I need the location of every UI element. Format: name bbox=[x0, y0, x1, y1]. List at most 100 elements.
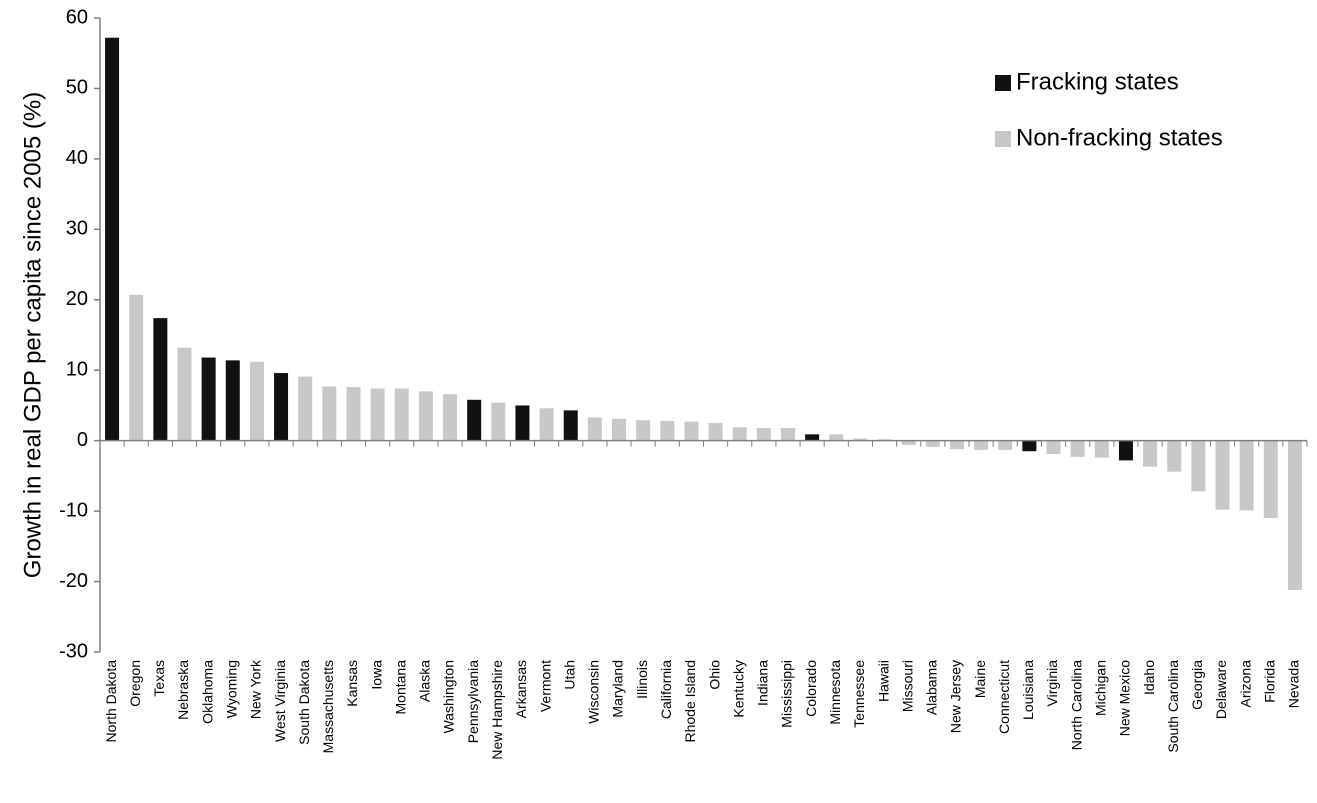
bar bbox=[249, 361, 264, 441]
bar bbox=[1215, 440, 1230, 510]
x-tick-label: Pennsylvania bbox=[465, 660, 481, 743]
x-tick-label: South Carolina bbox=[1165, 660, 1181, 753]
x-tick-label: Oklahoma bbox=[199, 660, 215, 724]
bar bbox=[322, 386, 337, 441]
x-tick-label: Texas bbox=[151, 660, 167, 697]
x-tick-label: New Mexico bbox=[1117, 660, 1133, 736]
x-tick-label: Arizona bbox=[1237, 660, 1253, 708]
x-tick-label: Missouri bbox=[899, 660, 915, 712]
x-tick-label: Michigan bbox=[1093, 660, 1109, 716]
bar bbox=[346, 387, 361, 441]
bar bbox=[1022, 440, 1037, 452]
legend-swatch bbox=[995, 131, 1011, 147]
bar bbox=[201, 357, 216, 441]
y-tick-label: 30 bbox=[66, 218, 88, 240]
x-tick-label: Indiana bbox=[755, 660, 771, 706]
x-tick-label: Hawaii bbox=[875, 660, 891, 702]
y-tick-label: -20 bbox=[59, 570, 88, 592]
x-tick-label: Wyoming bbox=[223, 660, 239, 718]
legend-label: Fracking states bbox=[1016, 68, 1179, 95]
legend-label: Non-fracking states bbox=[1016, 124, 1223, 151]
bar bbox=[974, 440, 989, 450]
x-tick-label: Maine bbox=[972, 660, 988, 698]
y-tick-label: -10 bbox=[59, 499, 88, 521]
legend-swatch bbox=[995, 75, 1011, 91]
bar bbox=[853, 438, 868, 441]
bar bbox=[298, 376, 313, 441]
bar bbox=[394, 388, 409, 441]
bar bbox=[105, 37, 120, 441]
x-tick-label: West Virginia bbox=[272, 660, 288, 742]
bar bbox=[491, 402, 506, 441]
x-tick-label: Wisconsin bbox=[586, 660, 602, 724]
bar bbox=[1263, 440, 1278, 519]
bar bbox=[949, 440, 964, 450]
x-tick-label: Louisiana bbox=[1020, 660, 1036, 720]
bar bbox=[901, 440, 916, 445]
bar bbox=[612, 418, 627, 441]
bar bbox=[708, 423, 723, 441]
bar bbox=[829, 434, 844, 441]
x-tick-label: Florida bbox=[1261, 660, 1277, 703]
bar bbox=[1046, 440, 1061, 455]
bar bbox=[636, 420, 651, 441]
x-tick-label: Connecticut bbox=[996, 660, 1012, 734]
bar bbox=[370, 388, 385, 441]
y-axis-label: Growth in real GDP per capita since 2005… bbox=[19, 92, 46, 578]
x-tick-label: Illinois bbox=[634, 660, 650, 699]
x-tick-label: New Jersey bbox=[948, 660, 964, 733]
x-tick-label: Utah bbox=[561, 660, 577, 690]
bar bbox=[515, 405, 530, 441]
x-tick-label: New Hampshire bbox=[489, 660, 505, 760]
bar bbox=[756, 427, 771, 441]
x-tick-label: Idaho bbox=[1141, 660, 1157, 695]
x-tick-label: Tennessee bbox=[851, 660, 867, 728]
x-tick-label: Alabama bbox=[924, 660, 940, 715]
x-tick-label: New York bbox=[248, 659, 264, 719]
x-tick-label: Washington bbox=[441, 660, 457, 733]
bar bbox=[925, 440, 940, 448]
bar bbox=[1191, 440, 1206, 492]
bar bbox=[418, 391, 433, 441]
x-tick-label: Kentucky bbox=[730, 660, 746, 718]
x-tick-label: Montana bbox=[392, 660, 408, 715]
y-tick-label: 50 bbox=[66, 77, 88, 99]
y-tick-label: -30 bbox=[59, 640, 88, 662]
x-tick-label: Kansas bbox=[344, 660, 360, 707]
bar bbox=[129, 294, 144, 441]
bar bbox=[1287, 440, 1302, 591]
x-tick-label: Massachusetts bbox=[320, 660, 336, 753]
x-tick-label: Mississippi bbox=[779, 660, 795, 728]
bar bbox=[1167, 440, 1182, 472]
x-tick-label: North Dakota bbox=[103, 660, 119, 743]
bar bbox=[153, 318, 168, 441]
x-tick-label: North Carolina bbox=[1068, 660, 1084, 750]
bar bbox=[539, 408, 554, 441]
bar bbox=[1118, 440, 1133, 461]
bar bbox=[563, 410, 578, 441]
bar bbox=[274, 373, 289, 441]
x-tick-label: Iowa bbox=[368, 660, 384, 690]
x-tick-label: Nevada bbox=[1286, 660, 1302, 708]
x-tick-label: Ohio bbox=[706, 660, 722, 690]
x-tick-label: Arkansas bbox=[513, 660, 529, 718]
bar bbox=[780, 427, 795, 441]
bar bbox=[1094, 440, 1109, 458]
bar bbox=[225, 360, 240, 441]
x-tick-label: California bbox=[658, 660, 674, 719]
x-tick-label: Delaware bbox=[1213, 660, 1229, 719]
y-tick-label: 20 bbox=[66, 288, 88, 310]
bar bbox=[732, 427, 747, 441]
x-tick-label: Maryland bbox=[610, 660, 626, 718]
x-tick-label: Rhode Island bbox=[682, 660, 698, 743]
bar bbox=[1070, 440, 1085, 457]
y-tick-label: 40 bbox=[66, 147, 88, 169]
x-tick-label: Minnesota bbox=[827, 660, 843, 725]
bar bbox=[443, 394, 458, 441]
y-tick-label: 0 bbox=[77, 429, 88, 451]
y-tick-label: 10 bbox=[66, 359, 88, 381]
x-tick-label: South Dakota bbox=[296, 660, 312, 745]
bar bbox=[1239, 440, 1254, 511]
x-tick-label: Colorado bbox=[803, 660, 819, 717]
